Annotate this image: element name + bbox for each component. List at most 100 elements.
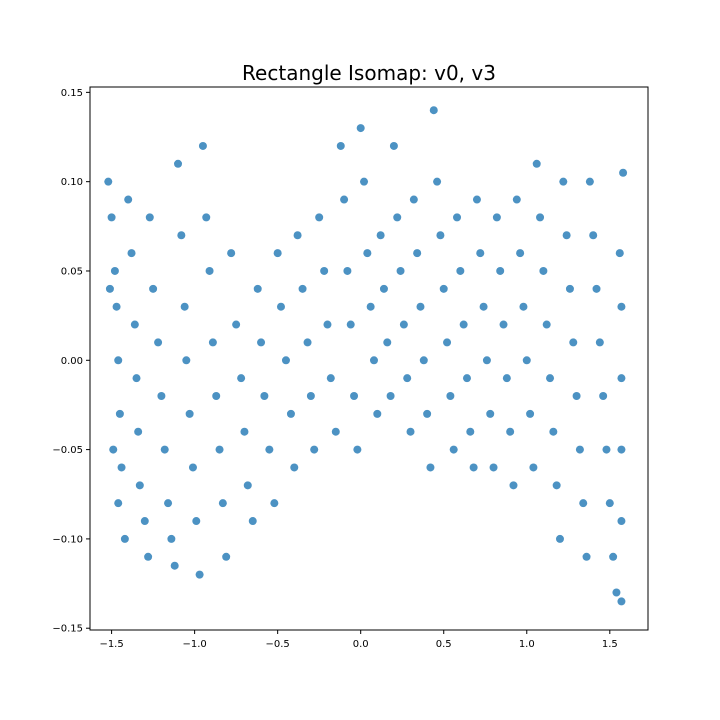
- data-point: [132, 374, 141, 383]
- data-point: [115, 409, 124, 418]
- data-point: [120, 534, 129, 543]
- x-tick-label: 0.5: [436, 639, 452, 650]
- data-point: [208, 338, 217, 347]
- data-point: [167, 534, 176, 543]
- chart-title: Rectangle Isomap: v0, v3: [242, 61, 496, 85]
- data-point: [572, 392, 581, 401]
- data-point: [617, 517, 626, 526]
- data-point: [459, 320, 468, 329]
- data-point: [552, 481, 561, 490]
- data-point: [215, 445, 224, 454]
- data-point: [315, 213, 324, 222]
- data-point: [396, 266, 405, 275]
- data-point: [160, 445, 169, 454]
- y-tick-label: 0.05: [61, 266, 83, 277]
- data-point: [265, 445, 274, 454]
- data-point: [270, 499, 279, 508]
- data-point: [237, 374, 246, 383]
- data-point: [502, 374, 511, 383]
- data-point: [379, 284, 388, 293]
- data-point: [363, 249, 372, 258]
- data-point: [443, 338, 452, 347]
- x-axis: −1.5 −1.0 −0.5 0.0 0.5 1.0 1.5: [99, 630, 618, 650]
- y-tick-label: 0.15: [61, 88, 83, 99]
- data-point: [303, 338, 312, 347]
- data-point: [198, 141, 207, 150]
- data-point: [565, 284, 574, 293]
- data-point: [157, 392, 166, 401]
- y-tick-label: 0.00: [61, 356, 83, 367]
- data-point: [257, 338, 266, 347]
- data-point: [112, 302, 121, 311]
- data-point: [426, 463, 435, 472]
- data-point: [376, 231, 385, 240]
- data-point: [599, 392, 608, 401]
- y-tick-label: −0.05: [52, 445, 83, 456]
- x-tick-label: −0.5: [266, 639, 290, 650]
- data-point: [462, 374, 471, 383]
- data-point: [149, 284, 158, 293]
- data-point: [369, 356, 378, 365]
- data-point: [134, 427, 143, 436]
- data-point: [360, 177, 369, 186]
- data-point: [409, 195, 418, 204]
- data-point: [499, 320, 508, 329]
- x-tick-label: −1.5: [99, 639, 123, 650]
- data-point: [555, 534, 564, 543]
- data-point: [406, 427, 415, 436]
- data-point: [509, 481, 518, 490]
- data-point: [453, 213, 462, 222]
- data-point: [273, 249, 282, 258]
- data-point: [105, 284, 114, 293]
- data-point: [393, 213, 402, 222]
- data-point: [154, 338, 163, 347]
- x-tick-label: 0.0: [353, 639, 369, 650]
- data-point: [589, 231, 598, 240]
- data-point: [343, 266, 352, 275]
- data-point: [522, 356, 531, 365]
- data-point: [546, 374, 555, 383]
- data-point: [609, 552, 618, 561]
- data-point: [416, 302, 425, 311]
- data-point: [605, 499, 614, 508]
- data-point: [413, 249, 422, 258]
- data-point: [469, 463, 478, 472]
- data-point: [107, 213, 116, 222]
- data-point: [595, 338, 604, 347]
- data-point: [144, 552, 153, 561]
- data-point: [482, 356, 491, 365]
- data-point: [104, 177, 113, 186]
- data-point: [617, 597, 626, 606]
- x-tick-label: 1.0: [519, 639, 535, 650]
- data-point: [386, 392, 395, 401]
- data-point: [260, 392, 269, 401]
- data-point: [182, 356, 191, 365]
- data-point: [243, 481, 252, 490]
- data-point: [130, 320, 139, 329]
- data-point: [476, 249, 485, 258]
- data-point: [180, 302, 189, 311]
- data-point: [185, 409, 194, 418]
- data-point: [281, 356, 290, 365]
- data-point: [433, 177, 442, 186]
- y-tick-label: −0.15: [52, 624, 83, 635]
- data-point: [472, 195, 481, 204]
- data-point: [326, 374, 335, 383]
- data-point: [403, 374, 412, 383]
- data-point: [532, 159, 541, 168]
- data-point: [202, 213, 211, 222]
- data-point: [127, 249, 136, 258]
- data-point: [110, 266, 119, 275]
- data-point: [114, 499, 123, 508]
- data-point: [290, 463, 299, 472]
- data-point: [170, 561, 179, 570]
- data-point: [346, 320, 355, 329]
- data-point: [240, 427, 249, 436]
- data-point: [486, 409, 495, 418]
- data-point: [114, 356, 123, 365]
- data-point: [192, 517, 201, 526]
- data-point: [489, 463, 498, 472]
- data-point: [366, 302, 375, 311]
